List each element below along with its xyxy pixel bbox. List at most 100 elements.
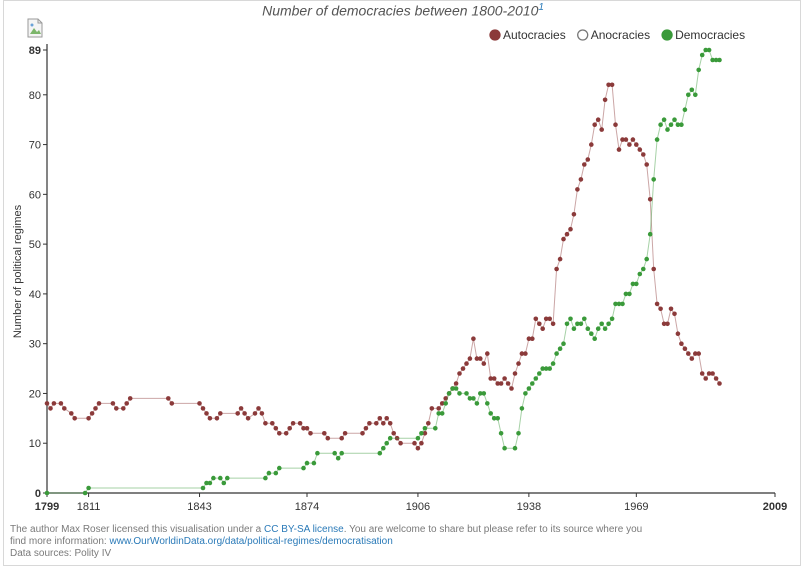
autocracies-point[interactable]: [658, 306, 663, 312]
autocracies-point[interactable]: [595, 117, 601, 122]
democracies-point[interactable]: [502, 445, 507, 451]
autocracies-point[interactable]: [429, 406, 435, 411]
democracies-point[interactable]: [304, 460, 310, 466]
democracies-point[interactable]: [533, 376, 539, 381]
democracies-point[interactable]: [686, 92, 691, 98]
autocracies-point[interactable]: [481, 361, 487, 366]
autocracies-point[interactable]: [509, 386, 514, 391]
democracies-point[interactable]: [315, 450, 320, 456]
autocracies-point[interactable]: [706, 371, 712, 376]
autocracies-point[interactable]: [263, 421, 268, 426]
democracies-point[interactable]: [595, 326, 601, 332]
legend-item-democracies[interactable]: Democracies: [661, 28, 745, 42]
autocracies-point[interactable]: [571, 212, 577, 217]
autocracies-point[interactable]: [304, 426, 310, 431]
autocracies-point[interactable]: [682, 346, 688, 352]
autocracies-point[interactable]: [283, 431, 289, 436]
autocracies-point[interactable]: [554, 266, 559, 272]
autocracies-point[interactable]: [44, 401, 50, 406]
democracies-point[interactable]: [516, 431, 521, 436]
democracies-point[interactable]: [703, 47, 708, 53]
democracies-point[interactable]: [564, 321, 570, 327]
autocracies-point[interactable]: [218, 411, 223, 416]
autocracies-point[interactable]: [654, 301, 660, 307]
autocracies-point[interactable]: [516, 361, 521, 366]
democracies-point[interactable]: [623, 291, 629, 297]
democracies-point[interactable]: [599, 321, 604, 327]
democracies-point[interactable]: [204, 480, 209, 486]
autocracies-point[interactable]: [436, 406, 442, 411]
autocracies-point[interactable]: [290, 421, 296, 426]
democracies-point[interactable]: [706, 47, 712, 53]
democracies-point[interactable]: [647, 231, 653, 237]
autocracies-point[interactable]: [540, 326, 545, 332]
democracies-point[interactable]: [311, 460, 317, 466]
democracies-point[interactable]: [637, 271, 643, 277]
democracies-point[interactable]: [478, 391, 483, 396]
democracies-point[interactable]: [512, 445, 518, 451]
autocracies-point[interactable]: [665, 321, 670, 327]
autocracies-point[interactable]: [422, 431, 428, 436]
autocracies-point[interactable]: [498, 381, 504, 386]
democracies-point[interactable]: [474, 401, 480, 406]
autocracies-point[interactable]: [710, 371, 715, 376]
democracies-point[interactable]: [537, 371, 542, 376]
autocracies-point[interactable]: [699, 371, 705, 376]
autocracies-point[interactable]: [86, 416, 91, 421]
autocracies-point[interactable]: [693, 351, 698, 356]
autocracies-point[interactable]: [651, 266, 656, 272]
autocracies-point[interactable]: [613, 122, 618, 127]
democracies-point[interactable]: [710, 57, 715, 63]
autocracies-point[interactable]: [467, 356, 473, 361]
democracies-point[interactable]: [526, 386, 532, 391]
democracies-point[interactable]: [693, 92, 698, 98]
autocracies-point[interactable]: [277, 431, 282, 436]
autocracies-point[interactable]: [592, 122, 597, 127]
autocracies-point[interactable]: [530, 336, 535, 342]
autocracies-point[interactable]: [599, 127, 604, 132]
democracies-point[interactable]: [589, 331, 594, 337]
autocracies-point[interactable]: [543, 316, 549, 322]
autocracies-point[interactable]: [564, 231, 570, 237]
democracies-point[interactable]: [335, 455, 341, 461]
autocracies-point[interactable]: [377, 416, 383, 421]
democracies-point[interactable]: [543, 366, 549, 371]
democracies-point[interactable]: [377, 450, 383, 456]
democracies-point[interactable]: [381, 445, 386, 451]
democracies-point[interactable]: [488, 411, 494, 416]
autocracies-point[interactable]: [62, 406, 67, 411]
autocracies-point[interactable]: [616, 147, 622, 152]
democracies-point[interactable]: [82, 490, 88, 496]
autocracies-point[interactable]: [207, 416, 213, 421]
democracies-point[interactable]: [207, 480, 213, 486]
democracies-point[interactable]: [387, 435, 393, 441]
democracies-point[interactable]: [592, 336, 597, 342]
democracies-point[interactable]: [585, 326, 591, 332]
democracies-point[interactable]: [485, 401, 490, 406]
autocracies-point[interactable]: [488, 376, 494, 381]
autocracies-point[interactable]: [523, 351, 528, 356]
autocracies-point[interactable]: [537, 321, 542, 327]
democracies-point[interactable]: [672, 117, 677, 122]
autocracies-point[interactable]: [668, 306, 674, 312]
autocracies-point[interactable]: [696, 351, 701, 356]
autocracies-point[interactable]: [526, 336, 532, 342]
democracies-point[interactable]: [422, 426, 428, 431]
democracies-point[interactable]: [221, 480, 227, 486]
democracies-point[interactable]: [450, 386, 455, 391]
democracies-point[interactable]: [609, 316, 615, 322]
democracies-point[interactable]: [696, 67, 701, 73]
autocracies-point[interactable]: [641, 152, 646, 157]
autocracies-point[interactable]: [273, 426, 279, 431]
autocracies-point[interactable]: [426, 421, 431, 426]
democracies-point[interactable]: [644, 256, 649, 262]
democracies-point[interactable]: [433, 426, 438, 431]
democracies-point[interactable]: [699, 52, 705, 58]
autocracies-point[interactable]: [214, 416, 220, 421]
democracies-point[interactable]: [658, 122, 663, 127]
autocracies-point[interactable]: [322, 431, 327, 436]
autocracies-point[interactable]: [48, 406, 53, 411]
democracies-point[interactable]: [225, 475, 230, 481]
democracies-point[interactable]: [582, 316, 587, 322]
democracies-point[interactable]: [273, 470, 279, 476]
